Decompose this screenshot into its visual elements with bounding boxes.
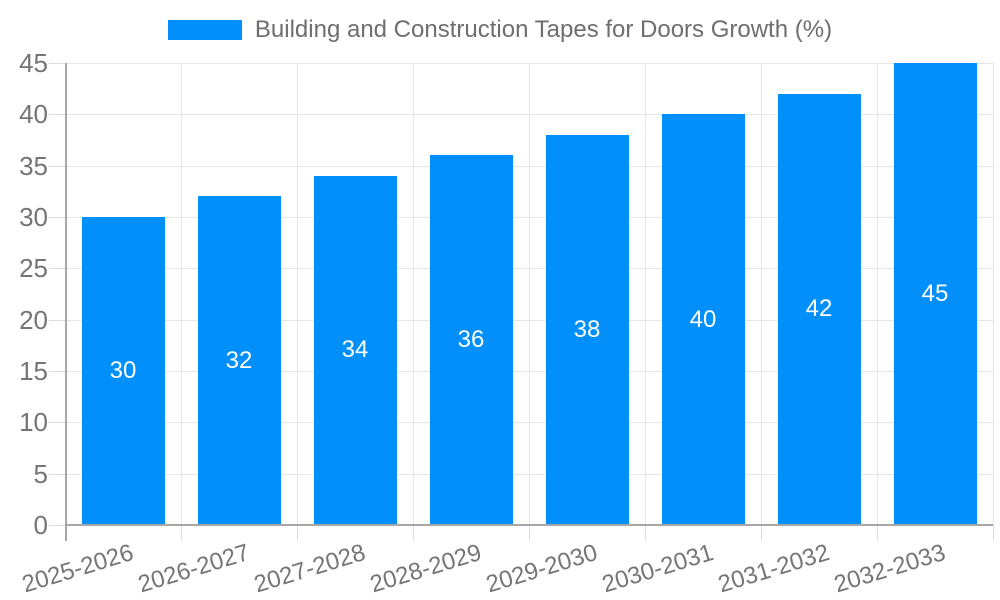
y-axis-tick	[49, 268, 65, 269]
bar-value-label: 32	[225, 346, 253, 374]
chart-legend[interactable]: Building and Construction Tapes for Door…	[0, 16, 1000, 44]
bar-value-label: 40	[689, 305, 717, 333]
y-axis-tick	[49, 320, 65, 321]
y-axis-label: 15	[19, 356, 48, 386]
y-axis-label: 35	[19, 151, 48, 181]
bar[interactable]	[197, 196, 281, 525]
y-axis-tick	[49, 525, 65, 526]
gridline-vertical	[993, 63, 994, 525]
gridline-vertical	[645, 63, 646, 525]
y-axis-label: 20	[19, 305, 48, 335]
gridline-vertical	[413, 63, 414, 525]
bar[interactable]	[661, 114, 745, 525]
bar-value-label: 34	[341, 336, 369, 364]
y-axis-label: 5	[33, 459, 48, 489]
bar-value-label: 45	[921, 280, 949, 307]
y-axis-tick	[49, 166, 65, 167]
y-axis-label: 25	[19, 253, 48, 283]
bar-value-label: 38	[573, 315, 601, 343]
bar[interactable]	[81, 217, 165, 525]
x-axis-tick	[761, 525, 762, 541]
bar[interactable]	[429, 155, 513, 525]
y-axis-line	[65, 63, 67, 541]
y-axis-tick	[49, 63, 65, 64]
y-axis-label: 45	[19, 48, 48, 78]
y-axis-tick	[49, 217, 65, 218]
y-axis-label: 30	[19, 202, 48, 232]
y-axis-tick	[49, 371, 65, 372]
y-axis-tick	[49, 422, 65, 423]
y-axis-label: 0	[33, 510, 48, 540]
x-axis-line	[65, 524, 993, 526]
bar[interactable]	[777, 93, 861, 525]
bar-value-label: 30	[109, 357, 137, 384]
x-axis-tick	[529, 525, 530, 541]
x-axis-tick	[181, 525, 182, 541]
y-axis-label: 40	[19, 99, 48, 129]
bar-value-label: 36	[457, 326, 485, 354]
gridline-vertical	[761, 63, 762, 525]
x-axis-tick	[993, 525, 994, 541]
bar[interactable]	[545, 134, 629, 525]
x-axis-tick	[645, 525, 646, 541]
y-axis-tick	[49, 114, 65, 115]
y-axis-tick	[49, 474, 65, 475]
bar-value-label: 42	[805, 295, 833, 323]
x-axis-tick	[413, 525, 414, 541]
gridline-vertical	[529, 63, 530, 525]
legend-label: Building and Construction Tapes for Door…	[254, 16, 833, 43]
gridline-vertical	[181, 63, 182, 525]
y-axis-label: 10	[19, 407, 48, 437]
gridline-vertical	[877, 63, 878, 525]
bar[interactable]	[313, 175, 397, 525]
gridline-vertical	[297, 63, 298, 525]
legend-swatch-icon	[167, 20, 242, 40]
x-axis-tick	[877, 525, 878, 541]
x-axis-tick	[297, 525, 298, 541]
bar[interactable]	[893, 63, 977, 525]
